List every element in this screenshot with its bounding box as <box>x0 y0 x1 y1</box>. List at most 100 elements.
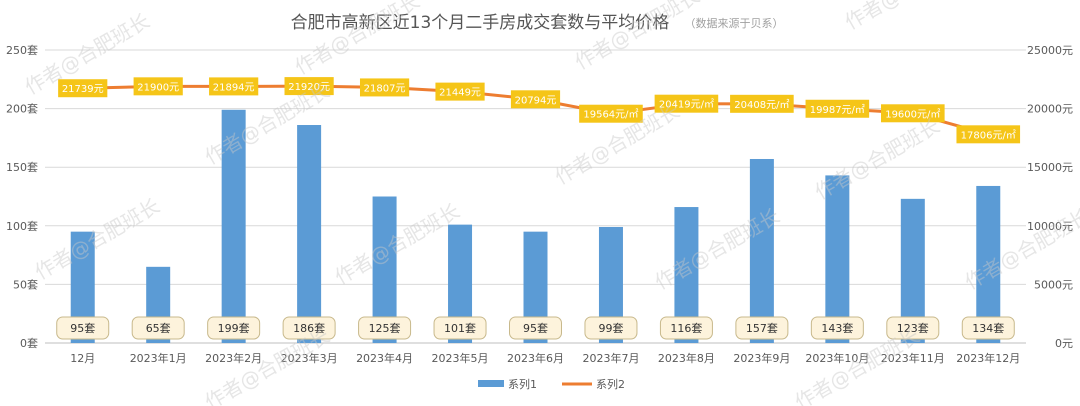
bar-data-label: 95套 <box>509 316 562 340</box>
left-axis-tick-label: 0套 <box>20 337 38 350</box>
bar-data-label-text: 186套 <box>293 322 325 335</box>
watermark-text: 作者@合肥班长 <box>291 0 424 79</box>
left-axis-tick-label: 200套 <box>6 103 38 116</box>
line-data-label: 21807元 <box>359 78 410 97</box>
watermark-text: 作者@合肥班长 <box>31 194 164 285</box>
bar-data-label-text: 199套 <box>218 322 250 335</box>
line-data-label-text: 21449元 <box>439 88 481 99</box>
legend-label: 系列1 <box>508 377 537 391</box>
right-axis-tick-label: 10000元 <box>1027 220 1073 233</box>
category-label: 2023年4月 <box>356 351 413 365</box>
category-label: 2023年12月 <box>956 351 1020 365</box>
line-data-label-box <box>133 77 183 96</box>
left-axis-tick-label: 250套 <box>6 44 38 57</box>
line-data-label-text: 20794元 <box>515 95 557 106</box>
bar-data-label-box <box>433 316 487 340</box>
line-data-label-text: 21807元 <box>364 83 406 94</box>
line-data-label-box <box>435 82 485 101</box>
category-label: 2023年3月 <box>281 351 338 365</box>
bar-data-label: 157套 <box>735 316 789 340</box>
line-data-label-text: 21920元 <box>288 82 330 93</box>
line-labels: 21739元 21900元 21894元 21920元 21807元 21449元 2079… <box>58 77 1021 144</box>
bar-data-label-box <box>659 316 713 340</box>
category-label: 2023年11月 <box>881 351 945 365</box>
bar-data-label-text: 95套 <box>70 322 95 335</box>
line-data-label-text: 21894元 <box>213 82 255 93</box>
bar-data-label-box <box>509 316 562 340</box>
line-data-label-box <box>579 104 643 123</box>
line-data-label: 17806元/㎡ <box>956 125 1021 144</box>
bar <box>825 175 850 343</box>
category-label: 2023年7月 <box>582 351 639 365</box>
left-axis-tick-label: 150套 <box>6 161 38 174</box>
bar-data-label-box <box>810 316 864 340</box>
bar-data-label: 134套 <box>961 316 1015 340</box>
bar-data-label-box <box>961 316 1015 340</box>
right-axis-tick-label: 20000元 <box>1027 103 1073 116</box>
line-data-label: 19564元/㎡ <box>579 104 643 123</box>
chart-source-note: （数据来源于贝系） <box>685 16 784 30</box>
bar-data-label: 65套 <box>131 316 185 340</box>
category-label: 2023年6月 <box>507 351 564 365</box>
line-data-label-box <box>58 79 108 98</box>
line-data-label: 20794元 <box>510 90 561 109</box>
bar-labels: 95套 65套 199套 186套 125套 101套 95套 99套 116套 157套 143套… <box>56 316 1015 340</box>
bar-data-label-box <box>282 316 336 340</box>
watermark-text: 作者@合肥班长 <box>331 199 464 290</box>
line-data-label-box <box>359 78 410 97</box>
bar-data-label: 116套 <box>659 316 713 340</box>
line-data-label: 19987元/㎡ <box>805 99 870 118</box>
bar-data-label-text: 95套 <box>523 322 548 335</box>
line-data-label-text: 20419元/㎡ <box>659 99 714 111</box>
line-data-label-text: 21900元 <box>137 82 179 93</box>
line-data-label-text: 19564元/㎡ <box>583 109 638 121</box>
line-data-label: 21449元 <box>435 82 485 101</box>
watermark-text: 作者@合肥班长 <box>841 0 974 34</box>
watermark-text: 作者@合肥班长 <box>811 114 944 205</box>
bar-data-label-text: 65套 <box>146 322 171 335</box>
legend-swatch-bar <box>478 380 504 387</box>
right-axis-tick-label: 5000元 <box>1034 278 1073 291</box>
category-labels: 12月 2023年1月 2023年2月 2023年3月 2023年4月 2023年5月 20… <box>70 351 1020 365</box>
line-data-label-box <box>956 125 1021 144</box>
bar-data-label: 143套 <box>810 316 864 340</box>
legend-label: 系列2 <box>596 377 625 391</box>
chart-title: 合肥市高新区近13个月二手房成交套数与平均价格 <box>291 13 670 33</box>
line-data-label-box <box>510 90 561 109</box>
category-label: 2023年5月 <box>432 351 489 365</box>
category-label: 2023年10月 <box>805 351 869 365</box>
line-data-label-text: 17806元/㎡ <box>961 129 1016 141</box>
category-label: 12月 <box>70 352 95 365</box>
bar-data-label-box <box>131 316 185 340</box>
bar-data-label-box <box>735 316 789 340</box>
bar-data-label: 199套 <box>207 316 261 340</box>
bar-data-label-text: 143套 <box>821 322 853 335</box>
bar-data-label-text: 123套 <box>897 322 929 335</box>
bar-data-label-text: 134套 <box>972 322 1004 335</box>
bar-data-label-text: 116套 <box>670 322 702 335</box>
line-data-label: 21900元 <box>133 77 183 96</box>
right-axis-tick-label: 15000元 <box>1027 161 1073 174</box>
watermark-text: 作者@合肥班长 <box>571 0 704 74</box>
line-data-label: 19600元/㎡ <box>881 104 945 123</box>
bar-data-label-text: 99套 <box>598 322 623 335</box>
category-label: 2023年2月 <box>205 351 262 365</box>
line-data-label-box <box>209 77 259 96</box>
bar-data-label: 125套 <box>358 316 412 340</box>
category-label: 2023年9月 <box>733 351 790 365</box>
right-axis-tick-label: 25000元 <box>1027 44 1073 57</box>
line-data-label-text: 21739元 <box>62 84 104 95</box>
bar-data-label: 123套 <box>886 316 940 340</box>
line-data-label-text: 19987元/㎡ <box>810 104 865 116</box>
line-data-label-box <box>881 104 945 123</box>
bar-data-label-box <box>358 316 412 340</box>
bar <box>749 158 774 343</box>
bar-data-label-text: 125套 <box>369 322 401 335</box>
line-data-label: 20419元/㎡ <box>654 94 719 113</box>
bar <box>297 125 322 344</box>
bar-data-label: 95套 <box>56 316 110 340</box>
left-axis-tick-label: 100套 <box>6 220 38 233</box>
line-data-label-text: 20408元/㎡ <box>734 99 789 111</box>
bar-data-label-box <box>886 316 940 340</box>
